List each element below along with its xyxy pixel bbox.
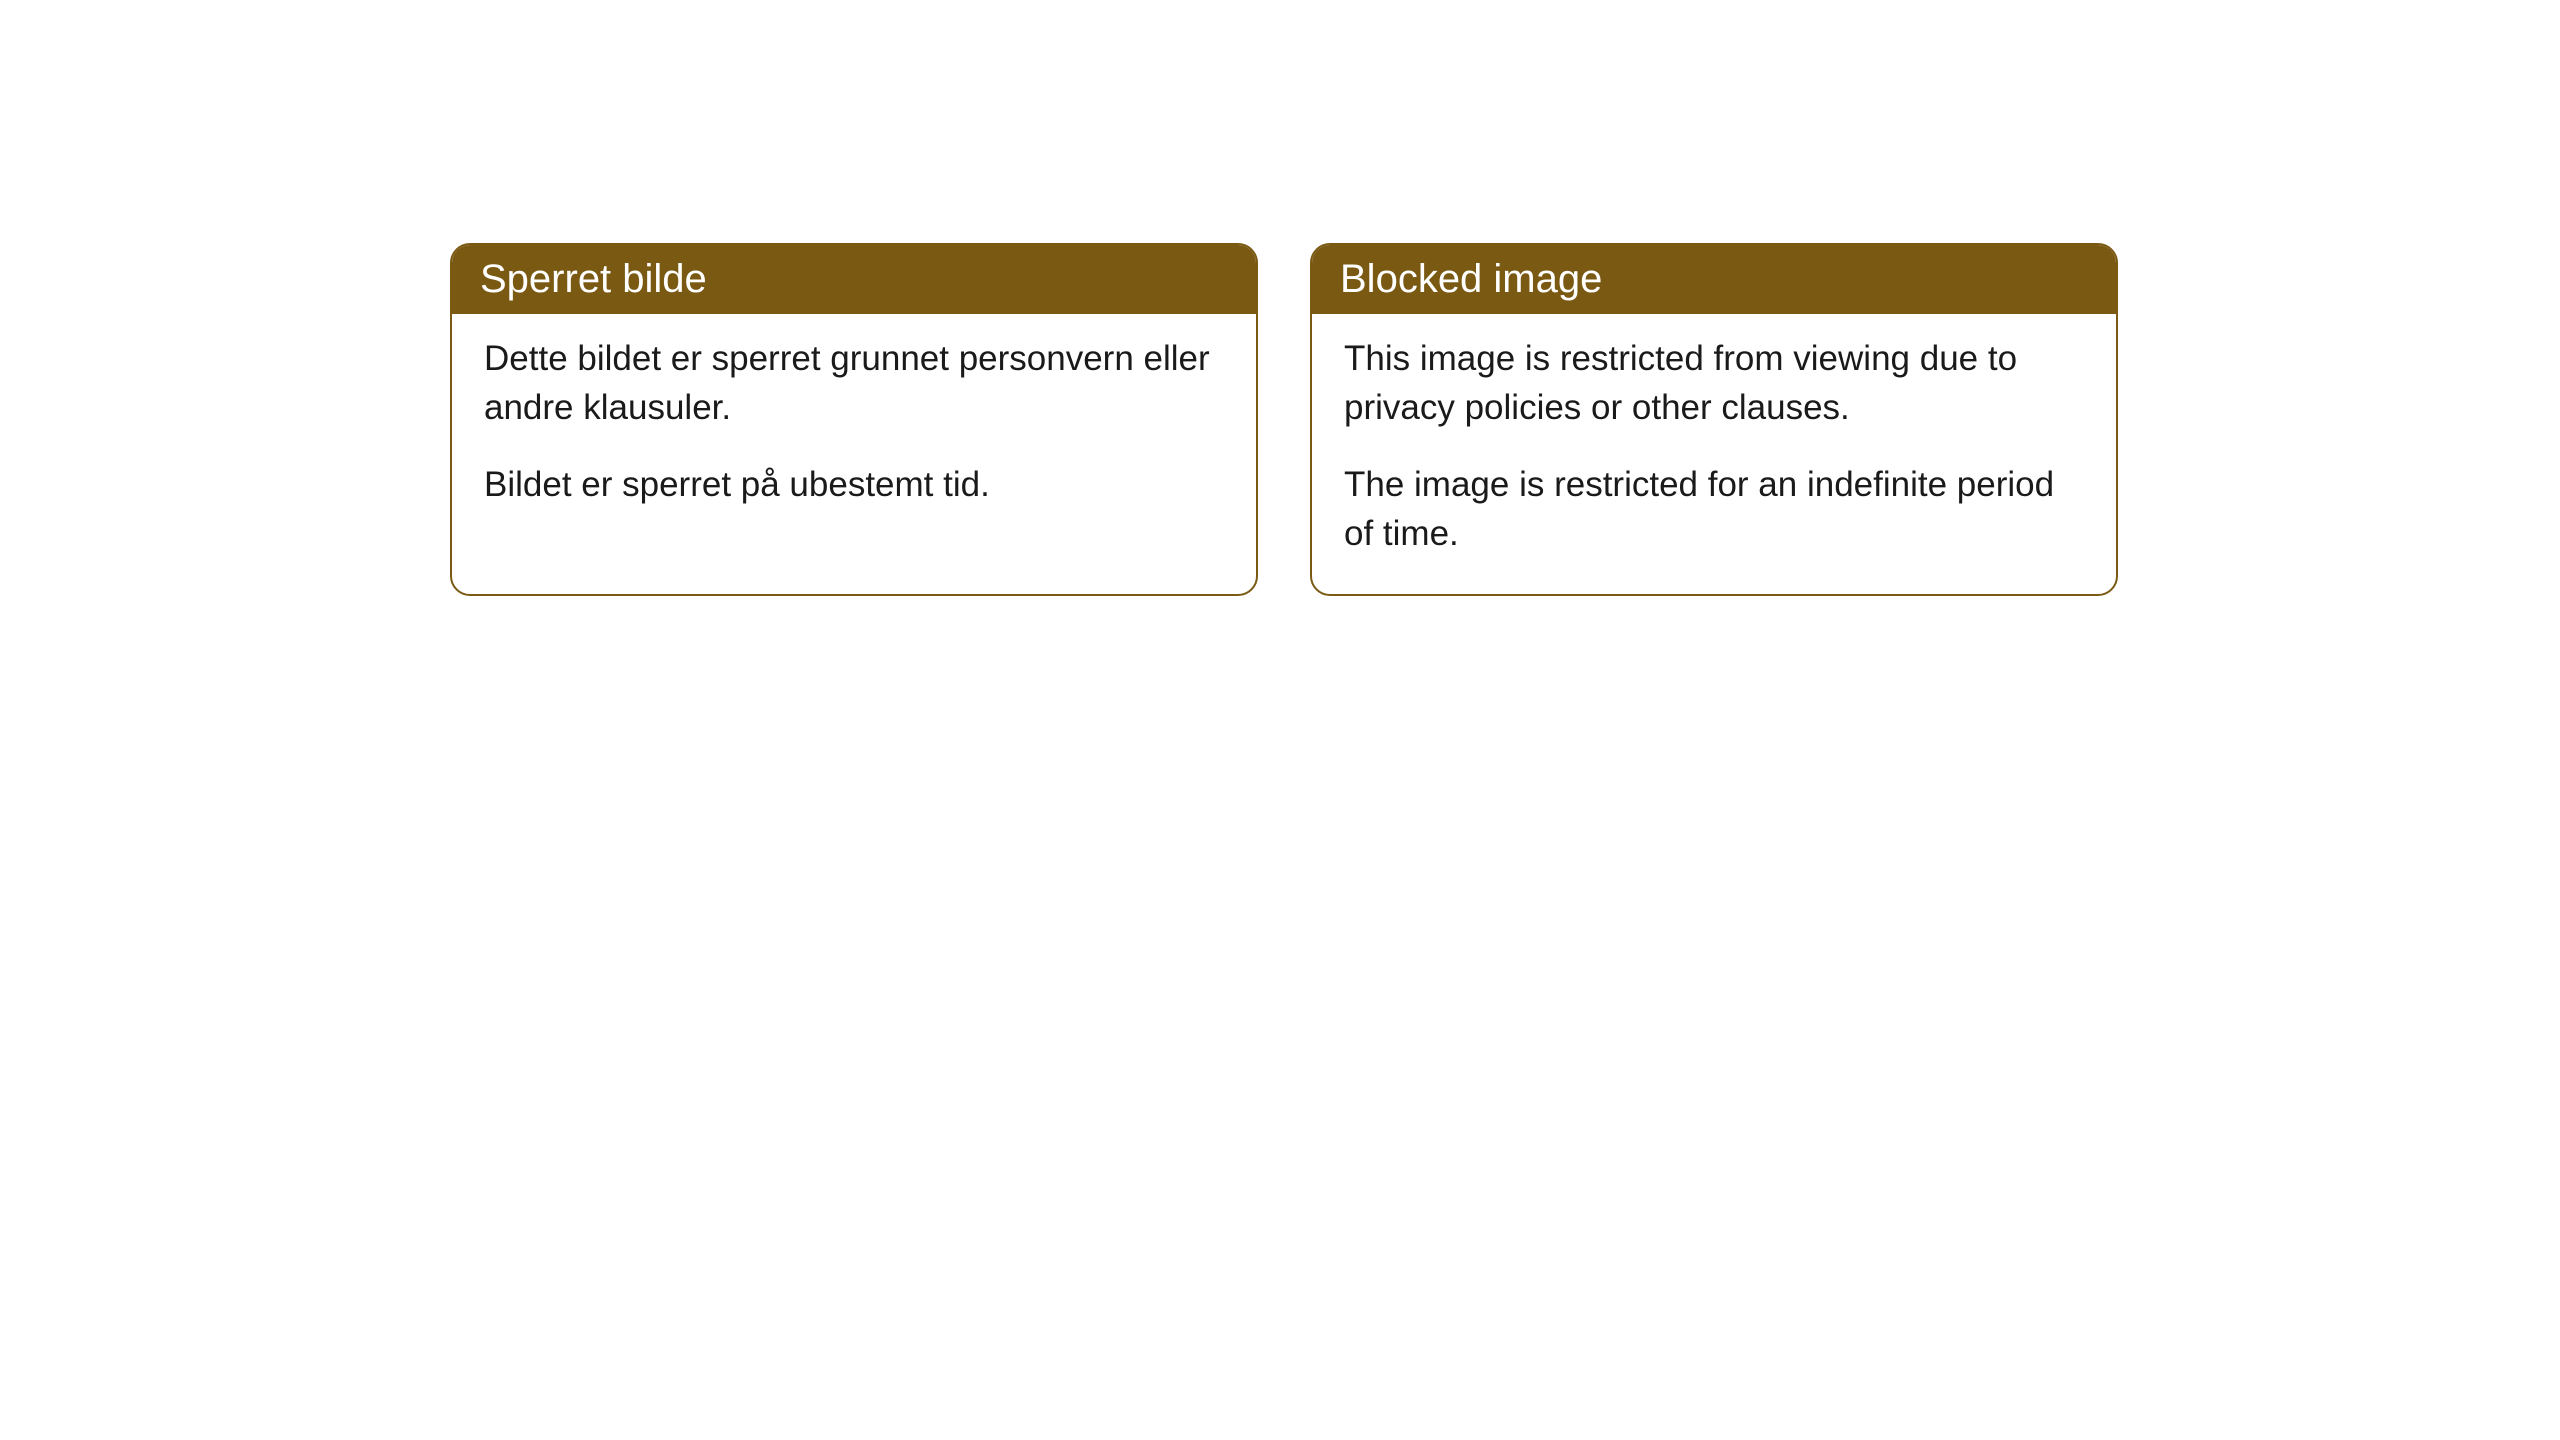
card-paragraph: Dette bildet er sperret grunnet personve… <box>484 334 1224 432</box>
card-paragraph: The image is restricted for an indefinit… <box>1344 460 2084 558</box>
card-title: Blocked image <box>1340 257 1602 301</box>
card-paragraph: Bildet er sperret på ubestemt tid. <box>484 460 1224 509</box>
card-paragraph: This image is restricted from viewing du… <box>1344 334 2084 432</box>
notice-card-english: Blocked image This image is restricted f… <box>1310 243 2118 596</box>
card-body: This image is restricted from viewing du… <box>1312 314 2116 594</box>
card-title: Sperret bilde <box>480 257 707 301</box>
card-header: Blocked image <box>1312 245 2116 314</box>
card-body: Dette bildet er sperret grunnet personve… <box>452 314 1256 545</box>
notice-card-norwegian: Sperret bilde Dette bildet er sperret gr… <box>450 243 1258 596</box>
notice-cards-container: Sperret bilde Dette bildet er sperret gr… <box>450 243 2118 596</box>
card-header: Sperret bilde <box>452 245 1256 314</box>
